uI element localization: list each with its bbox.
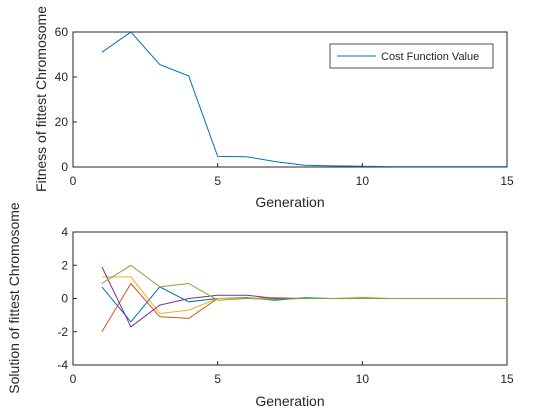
bottom-y-axis-label: Solution of fittest Chromosome: [6, 202, 22, 394]
bottom-series-group: [101, 264, 507, 333]
bottom-y-tick-label: 2: [61, 258, 68, 272]
top-y-tick-label: 40: [55, 70, 69, 84]
bottom-x-tick-label: 0: [70, 372, 77, 386]
bottom-y-tick-label: -2: [57, 325, 68, 339]
top-x-tick-label: 5: [214, 174, 221, 188]
top-y-tick-label: 0: [61, 160, 68, 174]
bottom-x-tick-label: 15: [500, 372, 514, 386]
top-x-axis-label: Generation: [255, 194, 324, 210]
bottom-x-tick-label: 10: [356, 372, 370, 386]
top-x-tick-label: 10: [356, 174, 370, 188]
bottom-y-tick-label: -4: [57, 358, 68, 372]
top-y-tick-label: 20: [55, 115, 69, 129]
bottom-x-tick-label: 5: [214, 372, 221, 386]
top-series-group: [101, 31, 507, 168]
top-y-tick-label: 60: [55, 25, 69, 39]
bottom-y-tick-label: 0: [61, 292, 68, 306]
bottom-x-axis-label: Generation: [255, 393, 324, 409]
bottom-subplot: 0 5 10 15 -4 -2 0 2 4 Generation Solution of fit…: [6, 202, 514, 409]
top-x-tick-label: 15: [500, 174, 514, 188]
legend-label: Cost Function Value: [381, 51, 479, 63]
top-y-axis-label: Fitness of fittest Chromosome: [33, 6, 49, 192]
top-series-1-line: [101, 31, 507, 168]
bottom-y-tick-label: 4: [61, 225, 68, 239]
legend: Cost Function Value: [329, 43, 494, 69]
bottom-series-5-line: [101, 264, 507, 301]
top-x-tick-label: 0: [70, 174, 77, 188]
bottom-ticks-group: 0 5 10 15 -4 -2 0 2 4: [57, 225, 514, 386]
top-subplot: 0 5 10 15 0 20 40 60 Generation Fitness of fitt…: [33, 6, 514, 210]
top-ticks-group: 0 5 10 15 0 20 40 60: [55, 25, 514, 188]
